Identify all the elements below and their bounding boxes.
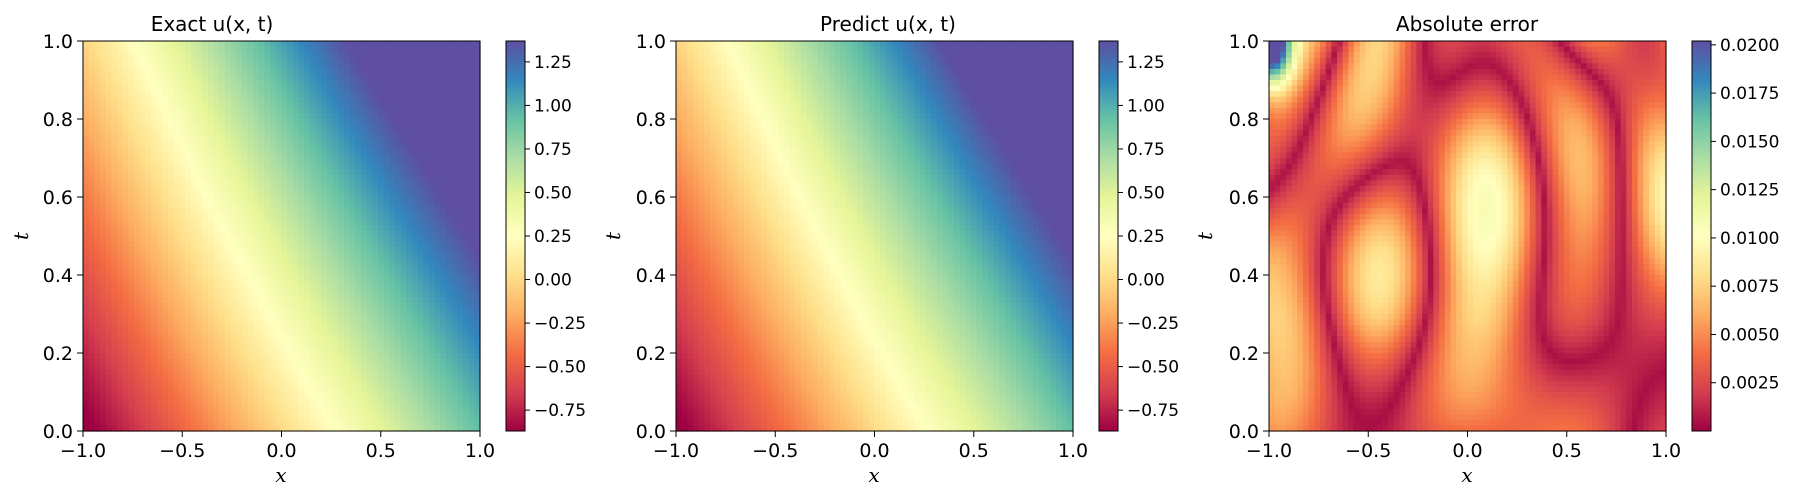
colorbar-tick-label: 0.0025 <box>1720 374 1779 394</box>
x-ticks: −1.0 −0.5 0.0 0.5 1.0 <box>653 431 1088 462</box>
x-tick-label: 0.0 <box>859 440 889 462</box>
panel-predict: Predict u(x, t) −1.0 −0.5 0.0 0.5 1.0 0.0 0.2… <box>601 12 1179 487</box>
y-tick-label: 0.2 <box>1229 343 1259 365</box>
panel-exact: Exact u(x, t) −1.0 −0.5 0.0 0.5 1.0 0.00.20.… <box>9 12 586 487</box>
panel-title: Exact u(x, t) <box>151 12 274 36</box>
colorbar-tick-label: 1.25 <box>1127 53 1165 73</box>
colorbar-tick-label: −0.50 <box>1127 358 1179 378</box>
x-tick-label: 0.5 <box>959 440 989 462</box>
x-tick-label: −1.0 <box>60 440 106 462</box>
y-tick-label: 1.0 <box>1229 31 1259 53</box>
y-ticks: 0.0 0.2 0.4 0.6 0.8 1.0 <box>1229 31 1269 443</box>
panel-title: Predict u(x, t) <box>820 12 956 36</box>
y-tick-label: 0.4 <box>636 265 666 287</box>
y-axis-label: t <box>1193 231 1217 240</box>
y-tick-label: 0.4 <box>43 265 73 287</box>
y-axis-label: t <box>9 231 33 240</box>
x-ticks: −1.0 −0.5 0.0 0.5 1.0 <box>1246 431 1681 462</box>
colorbar-gradient <box>505 40 526 432</box>
y-tick-label: 0.6 <box>636 187 666 209</box>
colorbar-tick-label: 1.25 <box>534 53 572 73</box>
colorbar-tick-label: −0.75 <box>1127 401 1179 421</box>
y-tick-label: 0.6 <box>1229 187 1259 209</box>
y-tick-label: 1.0 <box>43 31 73 53</box>
colorbar: −0.75 −0.50 −0.25 0.00 0.25 0.50 0.75 1.00 1.25 <box>505 40 586 432</box>
y-ticks: 0.0 0.2 0.4 0.6 0.8 1.0 <box>636 31 676 443</box>
panel-error: Absolute error −1.0 −0.5 0.0 0.5 1.0 0.00.20… <box>1193 12 1779 487</box>
x-tick-label: 0.0 <box>266 440 296 462</box>
heatmap-image <box>83 41 481 432</box>
x-tick-label: −1.0 <box>653 440 699 462</box>
y-tick-label: 0.0 <box>43 421 73 443</box>
colorbar-tick-label: 0.0075 <box>1720 277 1779 297</box>
x-axis-label: x <box>275 463 286 487</box>
x-tick-label: 1.0 <box>1058 440 1088 462</box>
y-tick-label: 0.8 <box>1229 109 1259 131</box>
colorbar-gradient <box>1098 40 1119 432</box>
x-axis-label: x <box>868 463 879 487</box>
y-ticks: 0.0 0.2 0.4 0.6 0.8 1.0 <box>43 31 83 443</box>
colorbar-tick-label: 0.0150 <box>1720 132 1779 152</box>
colorbar-tick-label: 0.25 <box>1127 227 1165 247</box>
colorbar-tick-label: 1.00 <box>534 96 572 116</box>
y-tick-label: 0.0 <box>1229 421 1259 443</box>
y-axis-label: t <box>601 231 625 240</box>
x-tick-label: 0.5 <box>1552 440 1582 462</box>
colorbar: −0.75 −0.50 −0.25 0.00 0.25 0.50 0.75 1.00 1.25 <box>1098 40 1179 432</box>
colorbar-tick-label: 0.0175 <box>1720 84 1779 104</box>
colorbar: 0.0025 0.0050 0.0075 0.0100 0.0125 0.0150 0.01… <box>1691 36 1779 432</box>
heatmap-image <box>676 41 1074 432</box>
heatmap-image <box>1269 41 1667 432</box>
y-tick-label: 0.4 <box>1229 265 1259 287</box>
colorbar-tick-label: −0.50 <box>534 358 586 378</box>
x-axis-label: x <box>1461 463 1472 487</box>
colorbar-tick-label: 0.0100 <box>1720 229 1779 249</box>
x-ticks: −1.0 −0.5 0.0 0.5 1.0 <box>60 431 495 462</box>
x-tick-label: −0.5 <box>752 440 798 462</box>
x-tick-label: −1.0 <box>1246 440 1292 462</box>
colorbar-tick-label: 0.25 <box>534 227 572 247</box>
colorbar-tick-label: 0.00 <box>1127 271 1165 291</box>
colorbar-tick-label: 0.00 <box>534 271 572 291</box>
y-tick-label: 0.8 <box>636 109 666 131</box>
colorbar-tick-label: −0.75 <box>534 401 586 421</box>
y-tick-label: 0.2 <box>43 343 73 365</box>
panel-title: Absolute error <box>1396 12 1539 36</box>
y-tick-label: 0.2 <box>636 343 666 365</box>
colorbar-tick-label: 0.0125 <box>1720 181 1779 201</box>
colorbar-tick-label: 1.00 <box>1127 96 1165 116</box>
colorbar-tick-label: 0.50 <box>1127 183 1165 203</box>
y-tick-label: 0.8 <box>43 109 73 131</box>
colorbar-gradient <box>1691 40 1712 432</box>
x-tick-label: 0.0 <box>1452 440 1482 462</box>
y-tick-label: 0.6 <box>43 187 73 209</box>
colorbar-tick-label: 0.0200 <box>1720 36 1779 56</box>
x-tick-label: −0.5 <box>159 440 205 462</box>
x-tick-label: −0.5 <box>1345 440 1391 462</box>
x-tick-label: 0.5 <box>366 440 396 462</box>
y-tick-label: 0.0 <box>636 421 666 443</box>
colorbar-tick-label: 0.50 <box>534 183 572 203</box>
colorbar-tick-label: 0.0050 <box>1720 325 1779 345</box>
x-tick-label: 1.0 <box>465 440 495 462</box>
x-tick-label: 1.0 <box>1651 440 1681 462</box>
colorbar-tick-label: 0.75 <box>1127 140 1165 160</box>
colorbar-tick-label: −0.25 <box>534 314 586 334</box>
colorbar-tick-label: 0.75 <box>534 140 572 160</box>
colorbar-tick-label: −0.25 <box>1127 314 1179 334</box>
y-tick-label: 1.0 <box>636 31 666 53</box>
